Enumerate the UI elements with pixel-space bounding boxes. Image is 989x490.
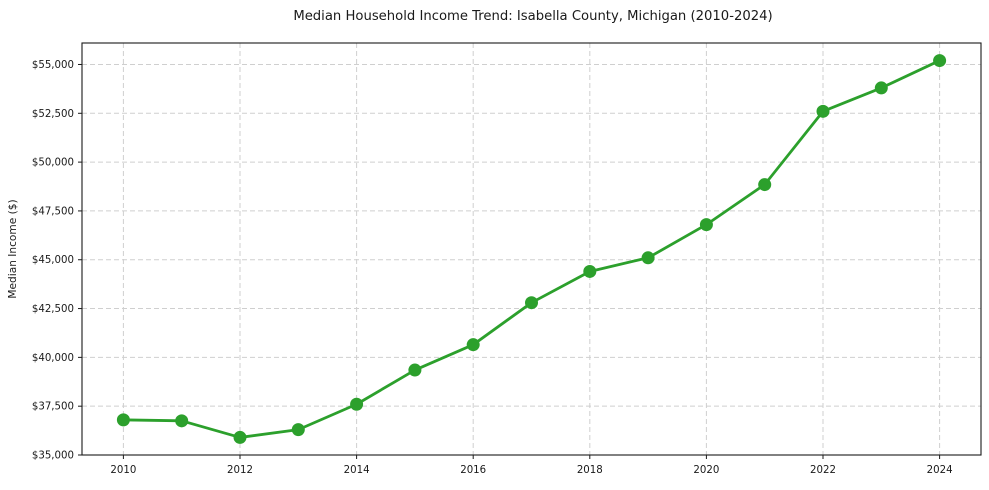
y-axis-label: Median Income ($) bbox=[7, 199, 19, 298]
axes-frame bbox=[81, 42, 982, 456]
data-point-marker bbox=[291, 423, 305, 437]
y-axis-tick-labels: $35,000 $37,500 $40,000 $42,500 $45,000 $47,5… bbox=[32, 60, 74, 462]
x-tick-label: 2024 bbox=[927, 465, 953, 476]
data-point-marker bbox=[175, 414, 189, 428]
x-axis-tick-labels: 2010 2012 2014 2016 2018 2020 2022 2024 bbox=[110, 465, 952, 476]
y-tick-label: $37,500 bbox=[32, 402, 74, 413]
data-point-marker bbox=[350, 397, 364, 411]
x-tick-label: 2010 bbox=[110, 465, 136, 476]
x-tick-label: 2012 bbox=[227, 465, 253, 476]
x-tick-label: 2014 bbox=[344, 465, 370, 476]
y-tick-label: $45,000 bbox=[32, 255, 74, 266]
y-tick-label: $35,000 bbox=[32, 451, 74, 462]
plot-area bbox=[82, 43, 981, 455]
y-tick-label: $55,000 bbox=[32, 60, 74, 71]
data-point-marker bbox=[699, 218, 713, 232]
income-line-series bbox=[116, 54, 947, 444]
x-tick-label: 2022 bbox=[810, 465, 836, 476]
y-tick-label: $42,500 bbox=[32, 304, 74, 315]
data-point-marker bbox=[233, 430, 247, 444]
data-point-marker bbox=[408, 363, 422, 377]
x-tick-label: 2016 bbox=[460, 465, 486, 476]
data-point-marker bbox=[874, 81, 888, 95]
data-point-marker bbox=[583, 264, 597, 278]
data-point-marker bbox=[525, 296, 538, 310]
data-point-marker bbox=[933, 54, 947, 68]
y-tick-label: $50,000 bbox=[32, 158, 74, 169]
chart-title: Median Household Income Trend: Isabella … bbox=[293, 9, 772, 24]
x-tick-label: 2018 bbox=[577, 465, 603, 476]
data-point-marker bbox=[816, 104, 830, 118]
data-point-marker bbox=[641, 251, 655, 265]
y-tick-label: $52,500 bbox=[32, 109, 74, 120]
x-tick-label: 2020 bbox=[693, 465, 719, 476]
data-point-marker bbox=[758, 178, 772, 192]
axis-tick-marks bbox=[78, 63, 941, 459]
data-point-marker bbox=[116, 413, 130, 427]
y-tick-label: $47,500 bbox=[32, 206, 74, 217]
y-tick-label: $40,000 bbox=[32, 353, 74, 364]
data-point-marker bbox=[466, 338, 480, 352]
